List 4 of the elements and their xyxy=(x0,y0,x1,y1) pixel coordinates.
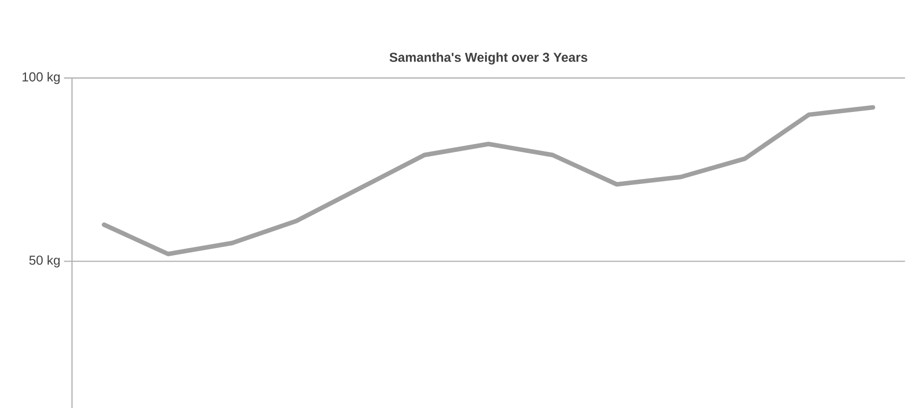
line-series xyxy=(102,105,876,256)
y-tick-label: 50 kg xyxy=(29,255,60,268)
chart-title: Samantha's Weight over 3 Years xyxy=(390,52,588,65)
y-tick-label: 100 kg xyxy=(22,72,60,84)
